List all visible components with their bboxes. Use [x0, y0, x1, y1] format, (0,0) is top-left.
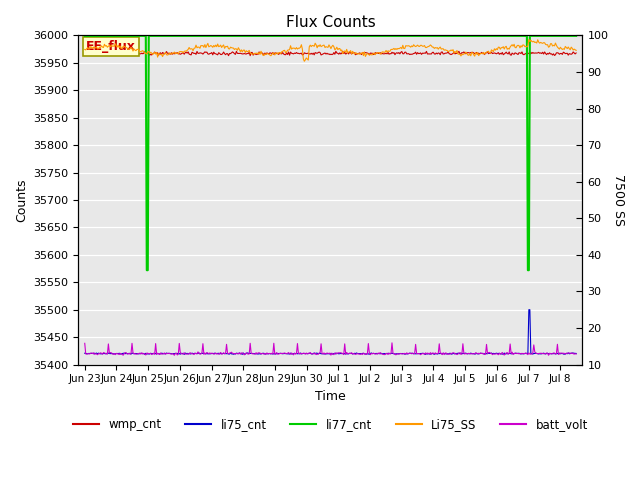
Y-axis label: 7500 SS: 7500 SS — [612, 174, 625, 226]
X-axis label: Time: Time — [315, 390, 346, 403]
Legend: wmp_cnt, li75_cnt, li77_cnt, Li75_SS, batt_volt: wmp_cnt, li75_cnt, li77_cnt, Li75_SS, ba… — [68, 413, 593, 436]
Title: Flux Counts: Flux Counts — [285, 15, 375, 30]
Text: EE_flux: EE_flux — [86, 40, 136, 53]
Y-axis label: Counts: Counts — [15, 178, 28, 222]
